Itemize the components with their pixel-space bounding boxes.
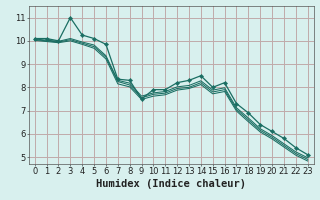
X-axis label: Humidex (Indice chaleur): Humidex (Indice chaleur)	[96, 179, 246, 189]
